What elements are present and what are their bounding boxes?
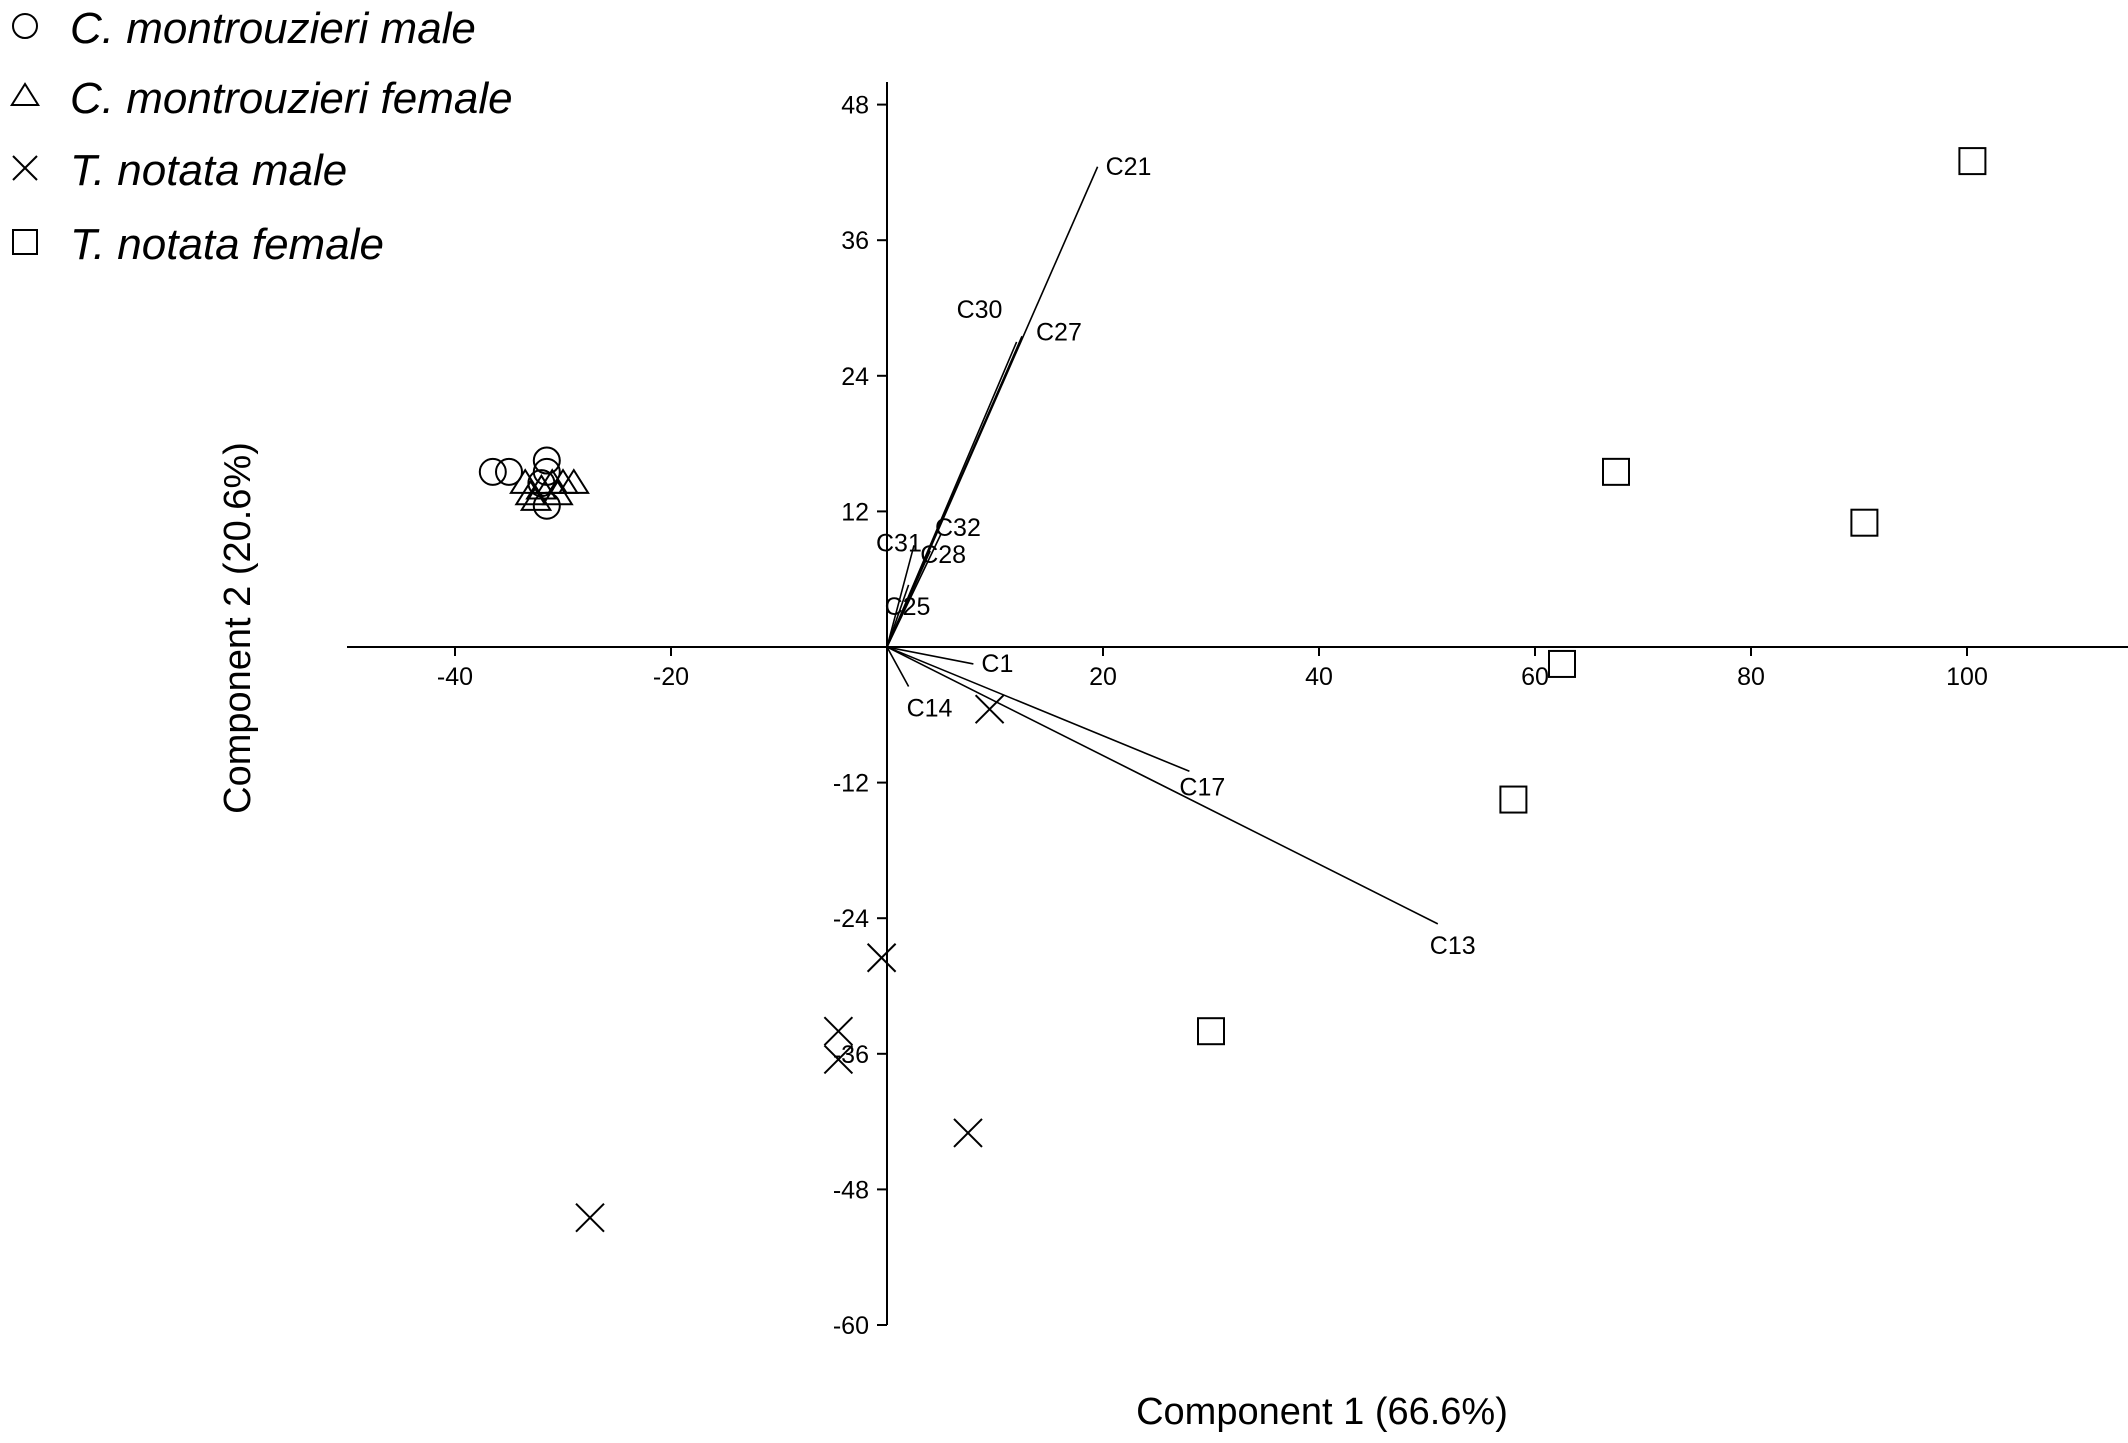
vector-line [886,646,974,665]
vector-label: C27 [1036,318,1082,346]
x-marker-stroke [823,1016,854,1046]
x-tick-label: 60 [1521,663,1549,691]
circle-point [532,446,561,475]
legend-label: C. montrouzieri female [70,74,513,123]
vector-label: C21 [1106,153,1152,181]
data-points [478,147,1987,1233]
x-tick-label: 80 [1737,663,1765,691]
vector-label: C30 [957,296,1003,324]
x-point [823,1044,854,1075]
legend-marker-circle [12,13,38,39]
y-tick-label: -24 [833,905,869,933]
square-point [1197,1017,1225,1046]
triangle-point [509,468,542,494]
vector-line [886,646,1190,773]
x-tick-label: 20 [1089,663,1117,691]
x-marker-stroke [953,1118,983,1148]
triangle-point [514,479,547,506]
y-tick-label: -60 [833,1312,869,1340]
vector-label: C17 [1179,773,1225,801]
x-marker-stroke [12,155,38,181]
y-tick-label: 24 [841,363,869,391]
square-point [1850,508,1879,537]
legend: C. montrouzieri male C. montrouzieri fema… [9,4,513,269]
square-point [1602,457,1630,486]
vector-line [886,646,1439,925]
x-marker-stroke [974,694,1005,724]
square-point [1958,147,1987,176]
vector-label: C28 [920,541,966,569]
legend-marker-triangle [9,82,41,106]
y-tick-label: -36 [833,1041,869,1069]
y-tick-label: -48 [833,1176,869,1204]
vector-label: C31 [876,529,922,557]
vector-label: C32 [935,514,981,542]
x-tick-label: -20 [653,663,689,691]
legend-label: C. montrouzieri male [70,4,476,53]
y-axis-title: Component 2 (20.6%) [217,442,259,814]
vector-label: C14 [907,695,953,723]
square-point [1548,649,1576,678]
vector-line [886,550,931,648]
vector-line [886,545,915,648]
circle-point [495,457,523,486]
x-tick-label: -40 [437,663,473,691]
axes: -40 -20 20 40 60 80 100 48 36 24 12 -12 -24 -36 -48 -60 [347,82,2128,1340]
legend-marker-x [12,155,38,181]
x-marker-stroke [575,1202,605,1233]
triangle-point [557,468,590,494]
vector-line [886,584,910,648]
circle-point [478,457,507,486]
vector-label: C1 [981,650,1013,678]
square-point [1499,785,1528,814]
x-tick-label: 40 [1305,663,1333,691]
x-marker-stroke [866,943,897,973]
triangle-point [541,479,574,506]
triangle-point [519,485,553,511]
x-point [575,1202,605,1233]
vector-line [886,646,910,687]
y-tick-label: 12 [841,498,869,526]
legend-label: T. notata female [70,220,384,269]
x-tick-label: 100 [1946,663,1988,691]
vector-label: C25 [885,593,931,621]
x-point [974,694,1005,724]
legend-label: T. notata male [70,146,347,195]
y-tick-label: 36 [841,227,869,255]
x-point [823,1016,854,1046]
x-axis-title: Component 1 (66.6%) [1136,1391,1508,1433]
y-tick-label: -12 [833,770,869,798]
x-point [953,1118,983,1148]
x-marker-stroke [823,1044,854,1075]
legend-marker-square [12,229,38,255]
vector-label: C13 [1430,932,1476,960]
x-point [866,943,897,973]
y-tick-label: 48 [841,92,869,120]
